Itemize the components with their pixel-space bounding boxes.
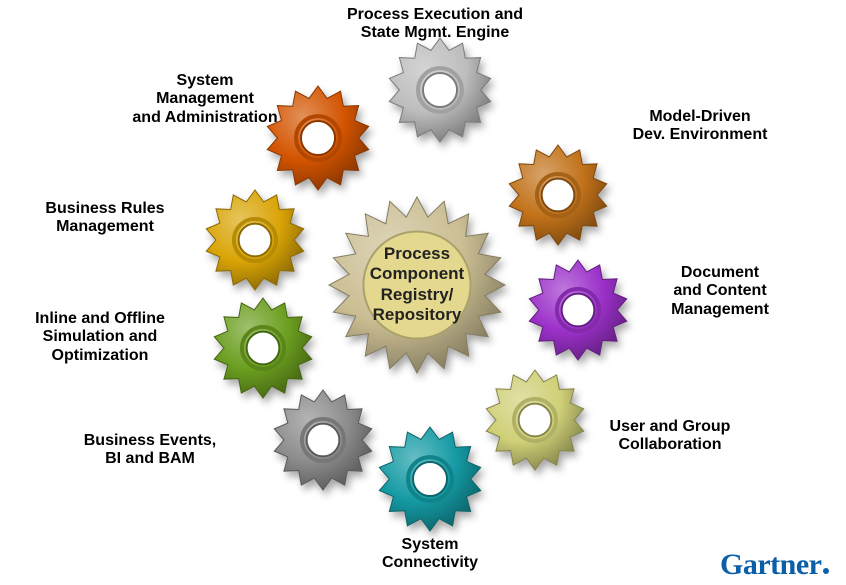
gartner-logo-text: Gartner	[720, 548, 821, 581]
gear-label-collab: User and Group Collaboration	[570, 418, 770, 455]
gear-label-rules: Business Rules Management	[10, 200, 200, 237]
gear-label-conn: System Connectivity	[330, 536, 530, 573]
gear-label-exec: Process Execution and State Mgmt. Engine	[285, 6, 585, 43]
gear-exec	[382, 32, 498, 148]
gear-label-bam: Business Events, BI and BAM	[55, 432, 245, 469]
gear-conn	[372, 421, 488, 537]
gear-label-sysmgmt: System Management and Administration	[105, 72, 305, 127]
gear-doc	[522, 254, 634, 366]
gartner-logo: Gartner	[720, 548, 829, 582]
gear-label-model: Model-Driven Dev. Environment	[595, 108, 805, 145]
gear-bam	[267, 384, 379, 496]
gartner-logo-dot	[823, 568, 829, 574]
gear-label-doc: Document and Content Management	[625, 264, 815, 319]
diagram-canvas: Process Component Registry/ Repository Pr…	[0, 0, 846, 585]
gear-label-sim: Inline and Offline Simulation and Optimi…	[5, 310, 195, 365]
center-gear-label: Process Component Registry/ Repository	[351, 244, 483, 326]
gear-model	[502, 139, 614, 251]
gear-rules	[199, 184, 311, 296]
